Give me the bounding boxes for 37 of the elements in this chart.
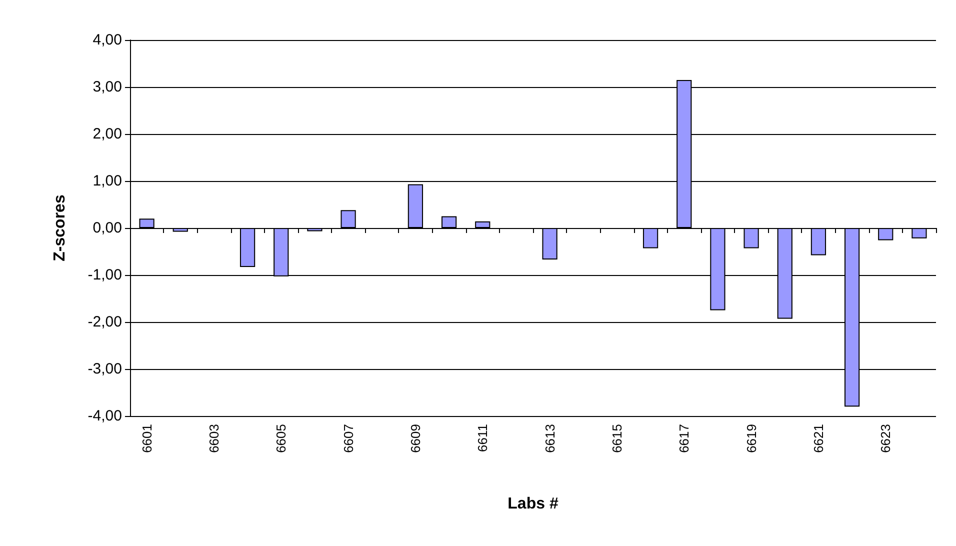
bar — [139, 218, 154, 228]
y-tick-label: 3,00 — [92, 78, 122, 96]
y-axis-title: Z-scores — [52, 194, 68, 262]
bar — [408, 184, 424, 228]
y-tick-label: 2,00 — [92, 126, 122, 142]
bar — [912, 228, 927, 238]
x-axis-title: Labs # — [508, 496, 558, 512]
x-tick-label: 6621 — [810, 424, 826, 453]
y-tick-label: 4,00 — [92, 32, 122, 48]
y-tick-label: -1,00 — [88, 266, 122, 284]
bar — [878, 228, 894, 240]
x-tick-label: 6619 — [744, 424, 759, 453]
x-tick-label: 6615 — [609, 424, 624, 453]
bar — [475, 221, 490, 228]
bar — [744, 228, 759, 248]
x-tick-label: 6617 — [676, 424, 692, 453]
bar — [542, 228, 558, 260]
bar — [340, 210, 356, 228]
x-tick-label: 6605 — [274, 424, 289, 453]
x-tick-label: 6603 — [206, 424, 222, 453]
bar — [642, 228, 658, 248]
x-tick-label: 6609 — [408, 424, 423, 453]
y-tick-label: -4,00 — [88, 408, 122, 424]
y-tick-label: 1,00 — [92, 172, 122, 190]
x-tick-label: 6623 — [878, 424, 894, 453]
x-tick-label: 6601 — [139, 424, 154, 453]
y-tick-label: -3,00 — [88, 360, 122, 378]
x-tick-label: 6613 — [542, 424, 558, 453]
bar — [172, 228, 188, 232]
bar — [810, 228, 826, 256]
y-tick-label: 0,00 — [92, 220, 122, 236]
bar — [307, 228, 322, 232]
bar — [441, 216, 457, 228]
x-tick-label: 6607 — [340, 424, 356, 453]
x-tick-label: 6611 — [475, 424, 490, 452]
bar — [240, 228, 256, 268]
y-tick-label: -2,00 — [88, 314, 122, 330]
